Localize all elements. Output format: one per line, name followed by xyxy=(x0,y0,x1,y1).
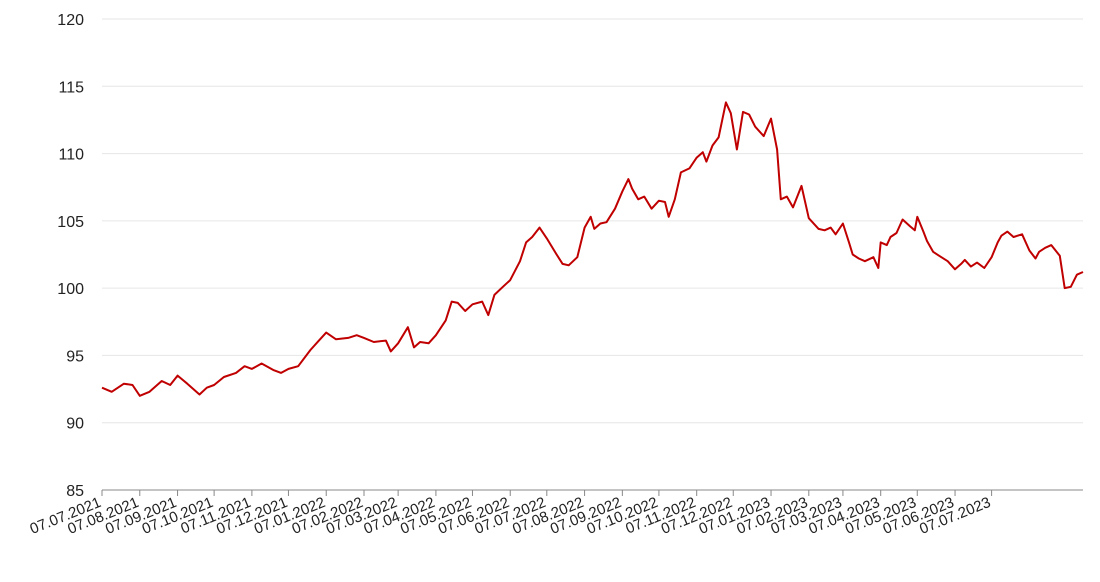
y-tick-label: 85 xyxy=(66,483,84,500)
y-tick-label: 115 xyxy=(58,79,84,96)
y-tick-label: 95 xyxy=(66,348,84,365)
y-tick-label: 105 xyxy=(57,214,84,231)
y-tick-label: 120 xyxy=(57,12,84,29)
y-tick-label: 90 xyxy=(66,416,84,433)
series-layer xyxy=(101,101,1084,397)
y-tick-label: 100 xyxy=(57,281,84,298)
x-axis: 07.07.202107.08.202107.09.202107.10.2021… xyxy=(28,489,1083,538)
y-tick-label: 110 xyxy=(58,147,84,164)
gridlines xyxy=(102,18,1083,424)
series-line xyxy=(101,101,1084,397)
y-axis: 85 90 95 100 105 110 115 120 xyxy=(57,12,84,500)
